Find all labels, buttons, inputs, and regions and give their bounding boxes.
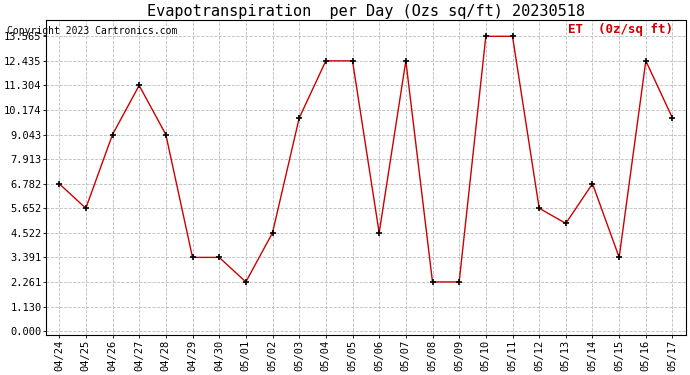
Text: ET  (0z/sq ft): ET (0z/sq ft) <box>568 24 673 36</box>
Title: Evapotranspiration  per Day (Ozs sq/ft) 20230518: Evapotranspiration per Day (Ozs sq/ft) 2… <box>147 4 585 19</box>
Text: Copyright 2023 Cartronics.com: Copyright 2023 Cartronics.com <box>7 26 177 36</box>
